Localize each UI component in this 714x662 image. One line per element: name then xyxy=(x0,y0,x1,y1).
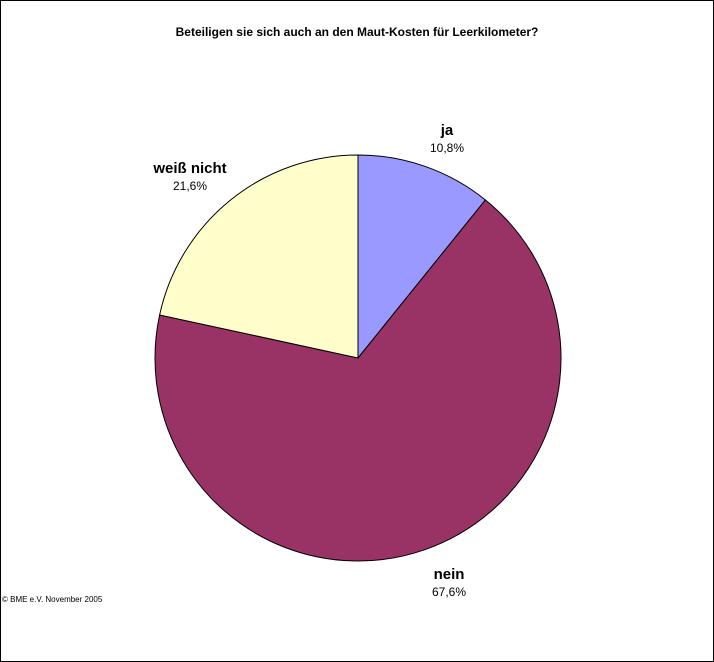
pie-slice-nein xyxy=(154,199,562,562)
source-footnote: © BME e.V. November 2005 xyxy=(2,595,103,604)
slice-value-weiss-nicht: 21,6% xyxy=(173,179,207,193)
slice-value-nein: 67,6% xyxy=(432,585,466,599)
pie-slice-ja xyxy=(357,154,487,360)
slice-label-ja: ja xyxy=(440,122,454,139)
slice-label-weiss-nicht: weiß nicht xyxy=(152,160,226,177)
chart-title: Beteiligen sie sich auch an den Maut-Kos… xyxy=(175,25,539,39)
pie-slice-weiss-nicht xyxy=(159,154,359,359)
slice-label-nein: nein xyxy=(434,566,465,583)
slice-value-ja: 10,8% xyxy=(430,141,464,155)
